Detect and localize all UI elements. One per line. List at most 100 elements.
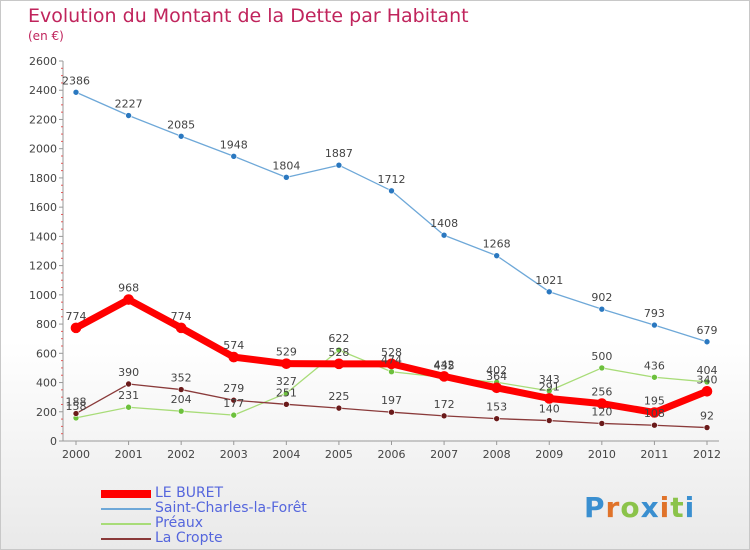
- data-point: [596, 398, 608, 409]
- data-point: [651, 321, 658, 329]
- data-point: [125, 380, 132, 388]
- y-tick-label: 1600: [29, 201, 57, 214]
- data-point: [703, 424, 711, 431]
- data-point: [177, 132, 185, 140]
- x-tick-label: 2004: [272, 448, 300, 461]
- data-label: 140: [539, 403, 560, 416]
- data-point: [545, 288, 553, 296]
- data-label: 177: [223, 397, 244, 410]
- y-tick-label: 2000: [29, 143, 57, 156]
- legend-swatch-preaux: [101, 523, 151, 525]
- data-point: [335, 346, 343, 354]
- data-point: [70, 322, 82, 334]
- data-label: 172: [434, 398, 455, 411]
- data-point: [545, 417, 553, 424]
- data-point: [703, 378, 711, 386]
- data-point: [440, 231, 448, 239]
- logo-letter: o: [620, 491, 641, 524]
- legend-swatch-le-buret: [101, 490, 151, 498]
- x-tick-label: 2008: [483, 448, 511, 461]
- data-label: 188: [66, 396, 87, 409]
- y-tick-label: 2600: [29, 55, 57, 68]
- data-point: [177, 407, 185, 415]
- y-tick-label: 2200: [29, 113, 57, 126]
- data-point: [651, 373, 658, 381]
- data-point: [177, 386, 185, 393]
- data-point: [598, 420, 606, 427]
- x-tick-label: 2003: [220, 448, 248, 461]
- data-label: 327: [276, 375, 297, 388]
- data-point: [651, 421, 658, 429]
- data-point: [228, 351, 240, 363]
- data-label: 291: [539, 380, 560, 393]
- data-label: 343: [539, 373, 560, 386]
- logo-letter: x: [640, 491, 660, 524]
- data-point: [440, 412, 448, 420]
- data-label: 1887: [325, 147, 353, 160]
- data-label: 256: [591, 386, 612, 399]
- data-label: 231: [118, 389, 139, 402]
- x-tick-label: 2009: [535, 448, 563, 461]
- data-point: [701, 386, 713, 397]
- data-label: 436: [644, 359, 665, 372]
- data-point: [333, 358, 345, 370]
- y-tick-label: 400: [36, 377, 57, 390]
- data-label: 197: [381, 394, 402, 407]
- data-label: 528: [381, 346, 402, 359]
- data-label: 120: [591, 405, 612, 418]
- y-tick-label: 1200: [29, 260, 57, 273]
- x-tick-label: 2012: [693, 448, 721, 461]
- data-label: 435: [434, 359, 455, 372]
- y-tick-label: 1800: [29, 172, 57, 185]
- data-label: 442: [434, 358, 455, 371]
- data-point: [438, 371, 450, 382]
- data-label: 1948: [220, 138, 248, 151]
- data-label: 251: [276, 386, 297, 399]
- x-tick-label: 2011: [640, 448, 668, 461]
- data-label: 92: [700, 410, 714, 423]
- x-tick-label: 2000: [62, 448, 90, 461]
- legend-swatch-la-cropte: [101, 538, 151, 540]
- data-label: 195: [644, 395, 665, 408]
- data-point: [125, 112, 132, 119]
- data-label: 279: [223, 382, 244, 395]
- data-point: [283, 174, 290, 181]
- data-point: [230, 396, 238, 404]
- data-point: [281, 358, 292, 369]
- unit-label: (en €): [28, 29, 64, 43]
- logo-letter: r: [605, 491, 621, 524]
- data-point: [175, 322, 187, 334]
- data-label: 793: [644, 307, 665, 320]
- logo-letter: P: [584, 491, 606, 524]
- data-label: 390: [118, 366, 139, 379]
- data-label: 2085: [167, 118, 195, 131]
- y-tick-label: 600: [36, 347, 57, 360]
- data-label: 1268: [483, 238, 511, 251]
- logo-letter: i: [684, 491, 696, 524]
- data-point: [335, 404, 343, 412]
- data-label: 340: [697, 373, 718, 386]
- data-label: 774: [171, 310, 192, 323]
- data-label: 402: [486, 364, 507, 377]
- data-label: 622: [328, 332, 349, 345]
- data-label: 500: [591, 350, 612, 363]
- data-label: 2227: [115, 98, 143, 111]
- data-label: 158: [66, 400, 87, 413]
- legend-label: Saint-Charles-la-Forêt: [155, 500, 307, 516]
- data-label: 364: [486, 370, 507, 383]
- data-point: [388, 408, 395, 416]
- logo-letter: t: [670, 491, 685, 524]
- logo-letter: i: [659, 491, 671, 524]
- data-point: [649, 407, 660, 418]
- data-point: [230, 152, 238, 160]
- data-label: 528: [328, 346, 349, 359]
- data-point: [72, 410, 80, 417]
- data-label: 2386: [62, 74, 90, 87]
- y-tick-label: 800: [36, 318, 57, 331]
- proxiti-logo: Proxiti: [584, 491, 695, 524]
- y-tick-label: 200: [36, 406, 57, 419]
- data-point: [230, 411, 238, 419]
- data-label: 108: [644, 407, 665, 420]
